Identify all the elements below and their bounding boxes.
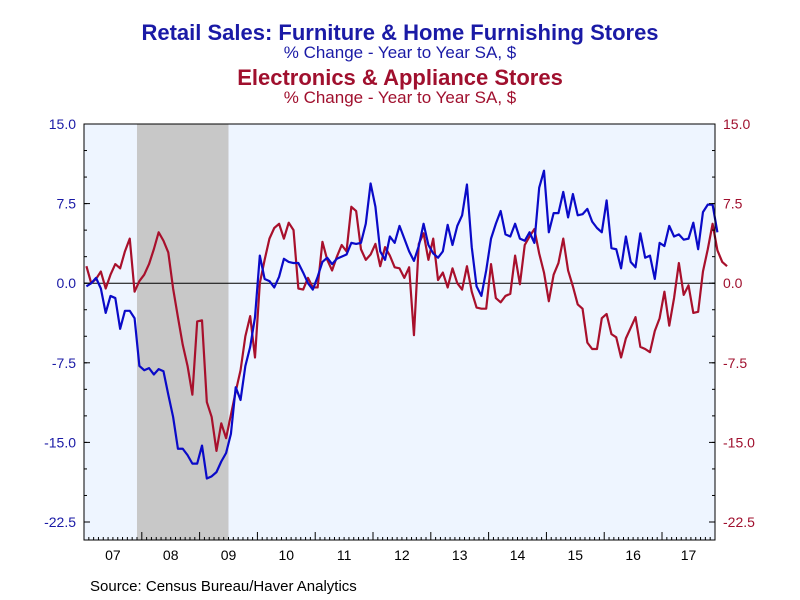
y-tick-label-left: -15.0	[44, 434, 76, 450]
x-tick-label: 12	[394, 547, 410, 563]
source-note: Source: Census Bureau/Haver Analytics	[90, 578, 357, 595]
y-tick-label-right: 7.5	[723, 196, 743, 212]
series-line-electronics	[85, 205, 728, 452]
x-tick-label: 14	[510, 547, 526, 563]
y-tick-label-right: 15.0	[723, 116, 750, 132]
y-tick-label-left: 15.0	[49, 116, 76, 132]
plot-border	[83, 123, 716, 541]
x-tick-label: 07	[105, 547, 121, 563]
y-tick-label-left: 0.0	[57, 275, 77, 291]
y-tick-label-left: -22.5	[44, 514, 76, 530]
y-tick-label-right: -7.5	[723, 355, 747, 371]
x-tick-label: 10	[279, 547, 295, 563]
recession-shading	[136, 124, 229, 540]
y-tick-label-left: 7.5	[57, 196, 77, 212]
chart-title-furniture: Retail Sales: Furniture & Home Furnishin…	[141, 20, 659, 45]
x-tick-label: 15	[568, 547, 584, 563]
chart-title-electronics: Electronics & Appliance Stores	[237, 65, 563, 90]
x-tick-label: 09	[221, 547, 237, 563]
y-tick-label-right: -15.0	[723, 434, 755, 450]
y-tick-label-right: 0.0	[723, 275, 743, 291]
chart-subtitle-furniture: % Change - Year to Year SA, $	[283, 43, 517, 62]
x-tick-label: 11	[337, 547, 352, 563]
chart-subtitle-electronics: % Change - Year to Year SA, $	[283, 88, 517, 107]
y-tick-label-right: -22.5	[723, 514, 755, 530]
y-tick-label-left: -7.5	[52, 355, 76, 371]
x-tick-label: 13	[452, 547, 468, 563]
x-tick-label: 17	[681, 547, 697, 563]
axes: 15.0 15.0 7.5 7.5 0.0 0.0 -7.5 -7.5 -15.0 -15.0 -2…	[44, 116, 755, 563]
series-layer	[85, 169, 728, 480]
x-tick-label: 16	[625, 547, 641, 563]
x-tick-label: 08	[163, 547, 179, 563]
series-line-furniture	[85, 169, 719, 480]
